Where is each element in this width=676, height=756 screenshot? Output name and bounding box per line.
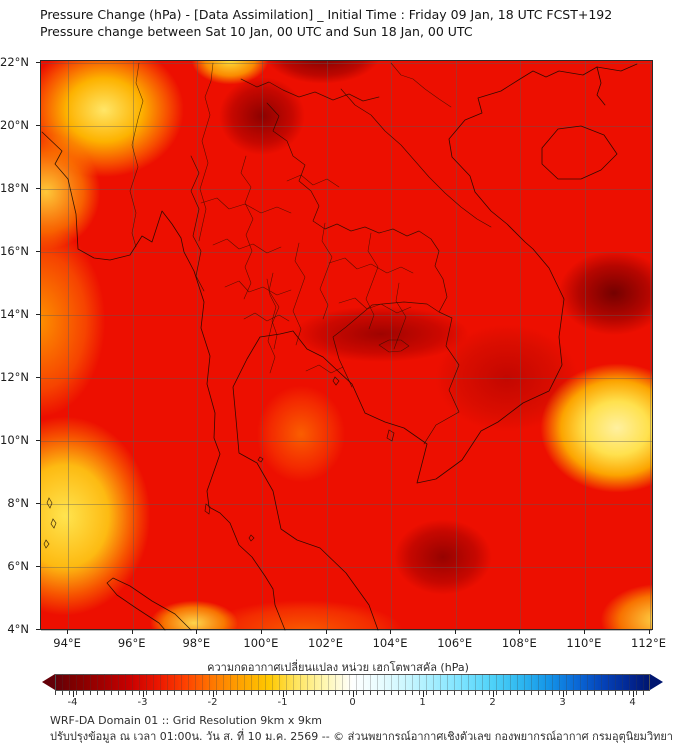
x-axis-tick (260, 630, 262, 634)
x-axis-label: 94°E (53, 636, 81, 650)
island-phuket (204, 503, 211, 515)
colorbar-tick-label: 1 (419, 697, 426, 708)
country-borders (190, 78, 492, 445)
x-axis-label: 102°E (308, 636, 343, 650)
y-axis-label: 12°N (0, 369, 29, 384)
province-borders-rivers (129, 62, 452, 374)
colorbar-major-tick (72, 691, 74, 697)
island-koh-chang (332, 376, 340, 386)
y-axis-tick (36, 502, 40, 504)
colorbar-tick-label: 3 (559, 697, 566, 708)
border-myanmar-thailand (190, 155, 205, 292)
colorbar-label: ความกดอากาศเปลี่ยนแปลง หน่วย เฮกโตพาสคัล… (207, 661, 469, 674)
colorbar-right-arrow (650, 674, 663, 690)
colorbar-major-tick (422, 691, 424, 697)
colorbar-major-tick (562, 691, 564, 697)
x-axis-label: 110°E (566, 636, 602, 650)
coastlines (41, 63, 638, 631)
lake-tonle-sap (378, 339, 410, 353)
y-axis-label: 4°N (7, 621, 29, 636)
small-islands (43, 376, 395, 549)
pressure-change-field (41, 61, 652, 629)
island-langkawi (248, 534, 255, 542)
chart-title: Pressure Change (hPa) - [Data Assimilati… (40, 7, 613, 22)
y-axis-tick (36, 628, 40, 630)
colorbar-gradient-bar (55, 674, 650, 691)
footer-block: WRF-DA Domain 01 :: Grid Resolution 9km … (50, 713, 673, 745)
colorbar-tick-label: -4 (67, 697, 78, 708)
island-phu-quoc (386, 429, 395, 442)
colorbar-tick-label: -2 (207, 697, 218, 708)
y-axis-tick (36, 61, 40, 63)
y-axis-label: 14°N (0, 306, 29, 321)
x-axis-label: 106°E (437, 636, 473, 650)
colorbar-left-arrow (42, 674, 55, 690)
x-axis-tick (519, 630, 521, 634)
x-axis-label: 108°E (501, 636, 537, 650)
y-axis-label: 20°N (0, 117, 29, 132)
x-axis-tick (67, 630, 69, 634)
colorbar-tick-label: 0 (349, 697, 356, 708)
x-axis-tick (583, 630, 585, 634)
y-axis-label: 22°N (0, 54, 29, 69)
y-axis-label: 18°N (0, 180, 29, 195)
river-irrawaddy (129, 62, 144, 248)
coastline-hainan-island (541, 125, 618, 180)
coastline-gulf-vietnam (232, 63, 638, 631)
x-axis-tick (131, 630, 133, 634)
colorbar-tick-label: 4 (629, 697, 636, 708)
coastline-leizhou-peninsula (596, 66, 606, 106)
y-axis-label: 10°N (0, 432, 29, 447)
footer-domain-info: WRF-DA Domain 01 :: Grid Resolution 9km … (50, 714, 322, 727)
colorbar-major-tick (142, 691, 144, 697)
y-axis-tick (36, 439, 40, 441)
y-axis-tick (36, 313, 40, 315)
x-axis-label: 112°E (631, 636, 666, 650)
river-salween (198, 62, 214, 242)
y-axis-tick (36, 565, 40, 567)
coastline-sumatra (106, 577, 192, 631)
colorbar-tick-label: -1 (277, 697, 288, 708)
map-plot-area (40, 60, 653, 631)
border-laos-vietnam (340, 88, 492, 228)
y-axis-tick (36, 124, 40, 126)
x-axis-label: 98°E (182, 636, 211, 650)
x-axis-tick (390, 630, 392, 634)
border-china-north (240, 78, 380, 102)
x-axis-tick (454, 630, 456, 634)
border-thailand-cambodia-vietnam (332, 301, 460, 445)
coastline-myanmar-peninsula (41, 131, 286, 631)
colorbar-major-tick (492, 691, 494, 697)
x-axis-tick (648, 630, 650, 634)
x-axis-tick (196, 630, 198, 634)
colorbar-major-tick (352, 691, 354, 697)
colorbar-tick-label: -3 (137, 697, 148, 708)
coastline-borders-overlay (41, 62, 638, 631)
colorbar-tick-label: 2 (489, 697, 496, 708)
chart-title-block: Pressure Change (hPa) - [Data Assimilati… (40, 6, 612, 40)
river-red-river (390, 62, 452, 108)
x-axis-label: 100°E (243, 636, 279, 650)
y-axis-tick (36, 376, 40, 378)
colorbar-major-tick (282, 691, 284, 697)
footer-update-info: ปรับปรุงข้อมูล ณ เวลา 01:00น. วัน ส. ที่… (50, 730, 673, 743)
border-thailand-laos-mekong (266, 102, 448, 313)
y-axis-tick (36, 250, 40, 252)
island-samui (257, 456, 264, 463)
colorbar-major-tick (212, 691, 214, 697)
x-axis-tick (325, 630, 327, 634)
y-axis-label: 8°N (7, 495, 29, 510)
colorbar-major-tick (632, 691, 634, 697)
y-axis-label: 6°N (7, 558, 29, 573)
chart-subtitle: Pressure change between Sat 10 Jan, 00 U… (40, 24, 473, 39)
y-axis-tick (36, 187, 40, 189)
y-axis-label: 16°N (0, 243, 29, 258)
x-axis-label: 96°E (117, 636, 146, 650)
x-axis-label: 104°E (372, 636, 408, 650)
